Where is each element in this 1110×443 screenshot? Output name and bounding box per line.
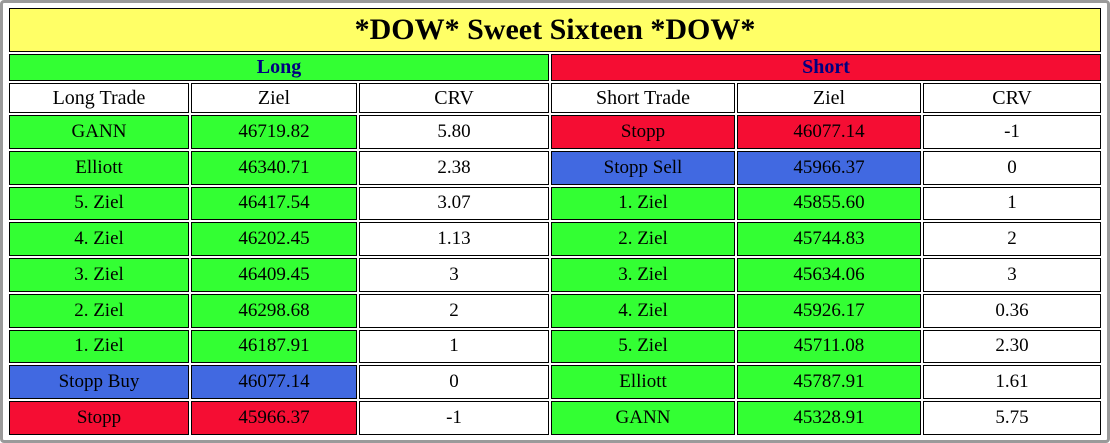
long-trade-cell: Stopp Buy [9,365,189,400]
short-ziel-cell: 45966.37 [737,150,921,185]
long-ziel-cell: 46417.54 [191,186,357,221]
long-ziel-cell: 46202.45 [191,222,357,257]
long-section-header: Long [9,54,549,81]
short-crv-cell: 5.75 [923,401,1101,435]
short-crv-cell: -1 [923,115,1101,149]
short-crv-cell: 3 [923,258,1101,292]
sweet-sixteen-table: *DOW* Sweet Sixteen *DOW* Long Short Lon… [7,6,1103,437]
short-crv-cell: 2 [923,222,1101,257]
table-row: Elliott 46340.71 2.38 Stopp Sell 45966.37 0 [9,150,1101,185]
short-crv-cell: 1 [923,186,1101,221]
long-crv-cell: 5.80 [359,115,549,149]
short-trade-cell: 1. Ziel [551,186,735,221]
short-crv-cell: 0.36 [923,293,1101,328]
short-ziel-cell: 45926.17 [737,293,921,328]
long-ziel-cell: 46719.82 [191,115,357,149]
title-row: *DOW* Sweet Sixteen *DOW* [9,8,1101,52]
table-row: 4. Ziel 46202.45 1.13 2. Ziel 45744.83 2 [9,222,1101,257]
table-body: GANN 46719.82 5.80 Stopp 46077.14 -1 Elliott 46… [9,115,1101,435]
long-crv-cell: -1 [359,401,549,435]
col-header-short-ziel: Ziel [737,83,921,113]
long-crv-cell: 0 [359,365,549,400]
short-ziel-cell: 45744.83 [737,222,921,257]
short-crv-cell: 1.61 [923,365,1101,400]
long-crv-cell: 2.38 [359,150,549,185]
long-crv-cell: 1 [359,329,549,364]
short-crv-cell: 2.30 [923,329,1101,364]
table-row: 1. Ziel 46187.91 1 5. Ziel 45711.08 2.30 [9,329,1101,364]
short-ziel-cell: 46077.14 [737,115,921,149]
long-trade-cell: 5. Ziel [9,186,189,221]
short-trade-cell: Stopp [551,115,735,149]
long-crv-cell: 1.13 [359,222,549,257]
long-ziel-cell: 46298.68 [191,293,357,328]
col-header-long-trade: Long Trade [9,83,189,113]
col-header-long-crv: CRV [359,83,549,113]
long-ziel-cell: 45966.37 [191,401,357,435]
section-header-row: Long Short [9,54,1101,81]
column-header-row: Long Trade Ziel CRV Short Trade Ziel CRV [9,83,1101,113]
short-trade-cell: GANN [551,401,735,435]
short-trade-cell: 5. Ziel [551,329,735,364]
short-trade-cell: Elliott [551,365,735,400]
short-trade-cell: 2. Ziel [551,222,735,257]
short-trade-cell: 3. Ziel [551,258,735,292]
table-row: Stopp 45966.37 -1 GANN 45328.91 5.75 [9,401,1101,435]
short-ziel-cell: 45634.06 [737,258,921,292]
long-crv-cell: 3.07 [359,186,549,221]
short-ziel-cell: 45787.91 [737,365,921,400]
long-trade-cell: 4. Ziel [9,222,189,257]
long-ziel-cell: 46077.14 [191,365,357,400]
long-trade-cell: 1. Ziel [9,329,189,364]
short-ziel-cell: 45328.91 [737,401,921,435]
table-row: 3. Ziel 46409.45 3 3. Ziel 45634.06 3 [9,258,1101,292]
long-trade-cell: Elliott [9,150,189,185]
long-trade-cell: 2. Ziel [9,293,189,328]
long-ziel-cell: 46340.71 [191,150,357,185]
long-ziel-cell: 46409.45 [191,258,357,292]
table-row: 5. Ziel 46417.54 3.07 1. Ziel 45855.60 1 [9,186,1101,221]
page-title: *DOW* Sweet Sixteen *DOW* [9,8,1101,52]
col-header-short-crv: CRV [923,83,1101,113]
short-ziel-cell: 45711.08 [737,329,921,364]
short-ziel-cell: 45855.60 [737,186,921,221]
short-trade-cell: 4. Ziel [551,293,735,328]
short-trade-cell: Stopp Sell [551,150,735,185]
long-crv-cell: 2 [359,293,549,328]
short-crv-cell: 0 [923,150,1101,185]
long-trade-cell: Stopp [9,401,189,435]
long-ziel-cell: 46187.91 [191,329,357,364]
long-crv-cell: 3 [359,258,549,292]
short-section-header: Short [551,54,1101,81]
table-row: 2. Ziel 46298.68 2 4. Ziel 45926.17 0.36 [9,293,1101,328]
table-row: Stopp Buy 46077.14 0 Elliott 45787.91 1.61 [9,365,1101,400]
col-header-short-trade: Short Trade [551,83,735,113]
table-row: GANN 46719.82 5.80 Stopp 46077.14 -1 [9,115,1101,149]
long-trade-cell: GANN [9,115,189,149]
long-trade-cell: 3. Ziel [9,258,189,292]
col-header-long-ziel: Ziel [191,83,357,113]
